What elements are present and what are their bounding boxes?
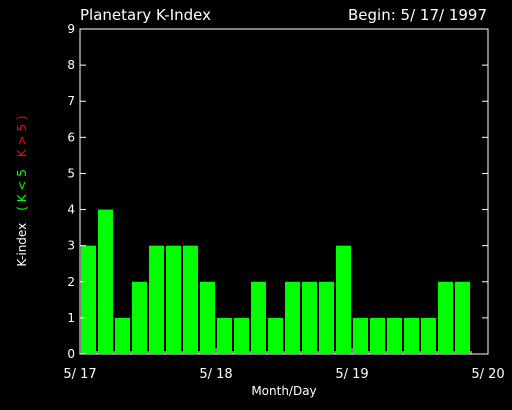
y-axis-label: K-index ( K < 5 K > 5 ): [15, 115, 29, 266]
bar-5: [166, 245, 181, 354]
x-axis: 5/ 17 5/ 18 5/ 19 5/ 20: [63, 348, 505, 382]
begin-date-label: Begin: 5/ 17/ 1997: [348, 6, 487, 24]
bar-16: [353, 317, 368, 354]
bar-11: [268, 317, 283, 354]
y-tick-label-3: 3: [67, 239, 75, 253]
bar-3: [132, 281, 147, 354]
x-tick-label-3: 5/ 20: [471, 367, 504, 382]
bar-22: [455, 281, 470, 354]
bar-10: [251, 281, 266, 354]
bar-8: [217, 317, 232, 354]
x-axis-label: Month/Day: [251, 384, 316, 398]
x-tick-label-0: 5/ 17: [63, 367, 96, 382]
bar-9: [234, 317, 249, 354]
y-tick-label-1: 1: [67, 311, 75, 325]
y-label-part-2: K > 5 ): [15, 115, 29, 157]
y-tick-label-7: 7: [67, 94, 75, 108]
bar-21: [438, 281, 453, 354]
bar-20: [421, 317, 436, 354]
y-tick-label-5: 5: [67, 166, 75, 180]
x-tick-label-1: 5/ 18: [199, 367, 232, 382]
y-label-part-1: ( K < 5: [15, 169, 29, 211]
chart-title: Planetary K-Index: [80, 6, 211, 24]
bar-0: [81, 245, 96, 354]
y-tick-label-6: 6: [67, 130, 75, 144]
y-tick-label-8: 8: [67, 58, 75, 72]
y-tick-label-9: 9: [67, 22, 75, 36]
bar-4: [149, 245, 164, 354]
bar-12: [285, 281, 300, 354]
x-tick-label-2: 5/ 19: [335, 367, 368, 382]
y-tick-label-0: 0: [67, 347, 75, 361]
bar-1: [98, 209, 113, 354]
bar-6: [183, 245, 198, 354]
bar-19: [404, 317, 419, 354]
bars-group: [81, 209, 470, 354]
bar-14: [319, 281, 334, 354]
y-label-part-0: K-index: [15, 223, 29, 267]
y-tick-label-2: 2: [67, 275, 75, 289]
bar-7: [200, 281, 215, 354]
bar-13: [302, 281, 317, 354]
bar-18: [387, 317, 402, 354]
y-tick-label-4: 4: [67, 203, 75, 217]
y-axis: 0 1 2 3 4 5 6 7 8 9: [67, 22, 488, 361]
bar-15: [336, 245, 351, 354]
bar-2: [115, 317, 130, 354]
bar-17: [370, 317, 385, 354]
